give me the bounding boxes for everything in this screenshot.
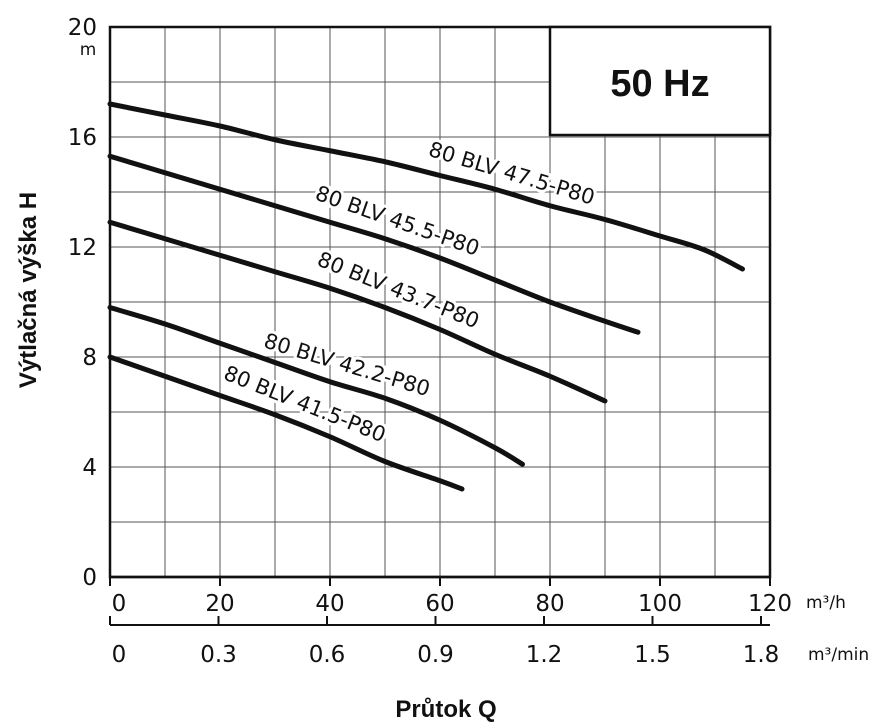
x-tick-label-primary: 0 [112, 591, 127, 617]
y-tick-labels: 0 4 8 12 16 20 [68, 15, 97, 591]
y-tick-label: 20 [68, 15, 97, 41]
series-label: 80 BLV 47.5-P80 [426, 137, 598, 209]
series-line [107, 219, 608, 404]
x-tick-label-secondary: 0 [112, 642, 127, 668]
series-line [107, 101, 745, 272]
y-tick-label: 8 [82, 345, 97, 371]
y-tick-label: 0 [82, 565, 97, 591]
frequency-box [548, 25, 772, 137]
series-label: 80 BLV 45.5-P80 [312, 181, 482, 260]
x-unit-secondary: m³/min [808, 645, 869, 665]
y-unit-label: m [80, 40, 97, 60]
x-tick-label-secondary: 1.8 [743, 642, 780, 668]
x-tick-label-primary: 40 [315, 591, 344, 617]
y-axis-title: Výtlačná výška H [15, 192, 42, 388]
curves [107, 101, 745, 492]
y-tick-label: 12 [68, 235, 97, 261]
x-tick-label-secondary: 0.6 [309, 642, 346, 668]
x-tick-label-primary: 120 [748, 591, 792, 617]
series-line [107, 305, 525, 467]
y-tick-label: 4 [82, 455, 97, 481]
x-unit-primary: m³/h [806, 593, 846, 613]
x-tick-label-primary: 60 [425, 591, 454, 617]
x-tick-label-primary: 80 [535, 591, 564, 617]
x-tick-labels-primary: 0 20 40 60 80 100 120 [109, 577, 792, 617]
y-tick-label: 16 [68, 125, 97, 151]
x-tick-label-secondary: 1.5 [634, 642, 671, 668]
x-tick-label-primary: 100 [638, 591, 682, 617]
x-tick-label-secondary: 1.2 [526, 642, 563, 668]
frequency-label: 50 Hz [610, 63, 709, 105]
x-axis-title: Průtok Q [395, 696, 496, 723]
x-tick-label-primary: 20 [205, 591, 234, 617]
x-tick-label-secondary: 0.9 [417, 642, 454, 668]
x-tick-labels-secondary: 0 0.3 0.6 0.9 1.2 1.5 1.8 [109, 616, 780, 668]
series-line [107, 354, 465, 492]
series-line [107, 153, 641, 335]
x-tick-label-secondary: 0.3 [200, 642, 237, 668]
